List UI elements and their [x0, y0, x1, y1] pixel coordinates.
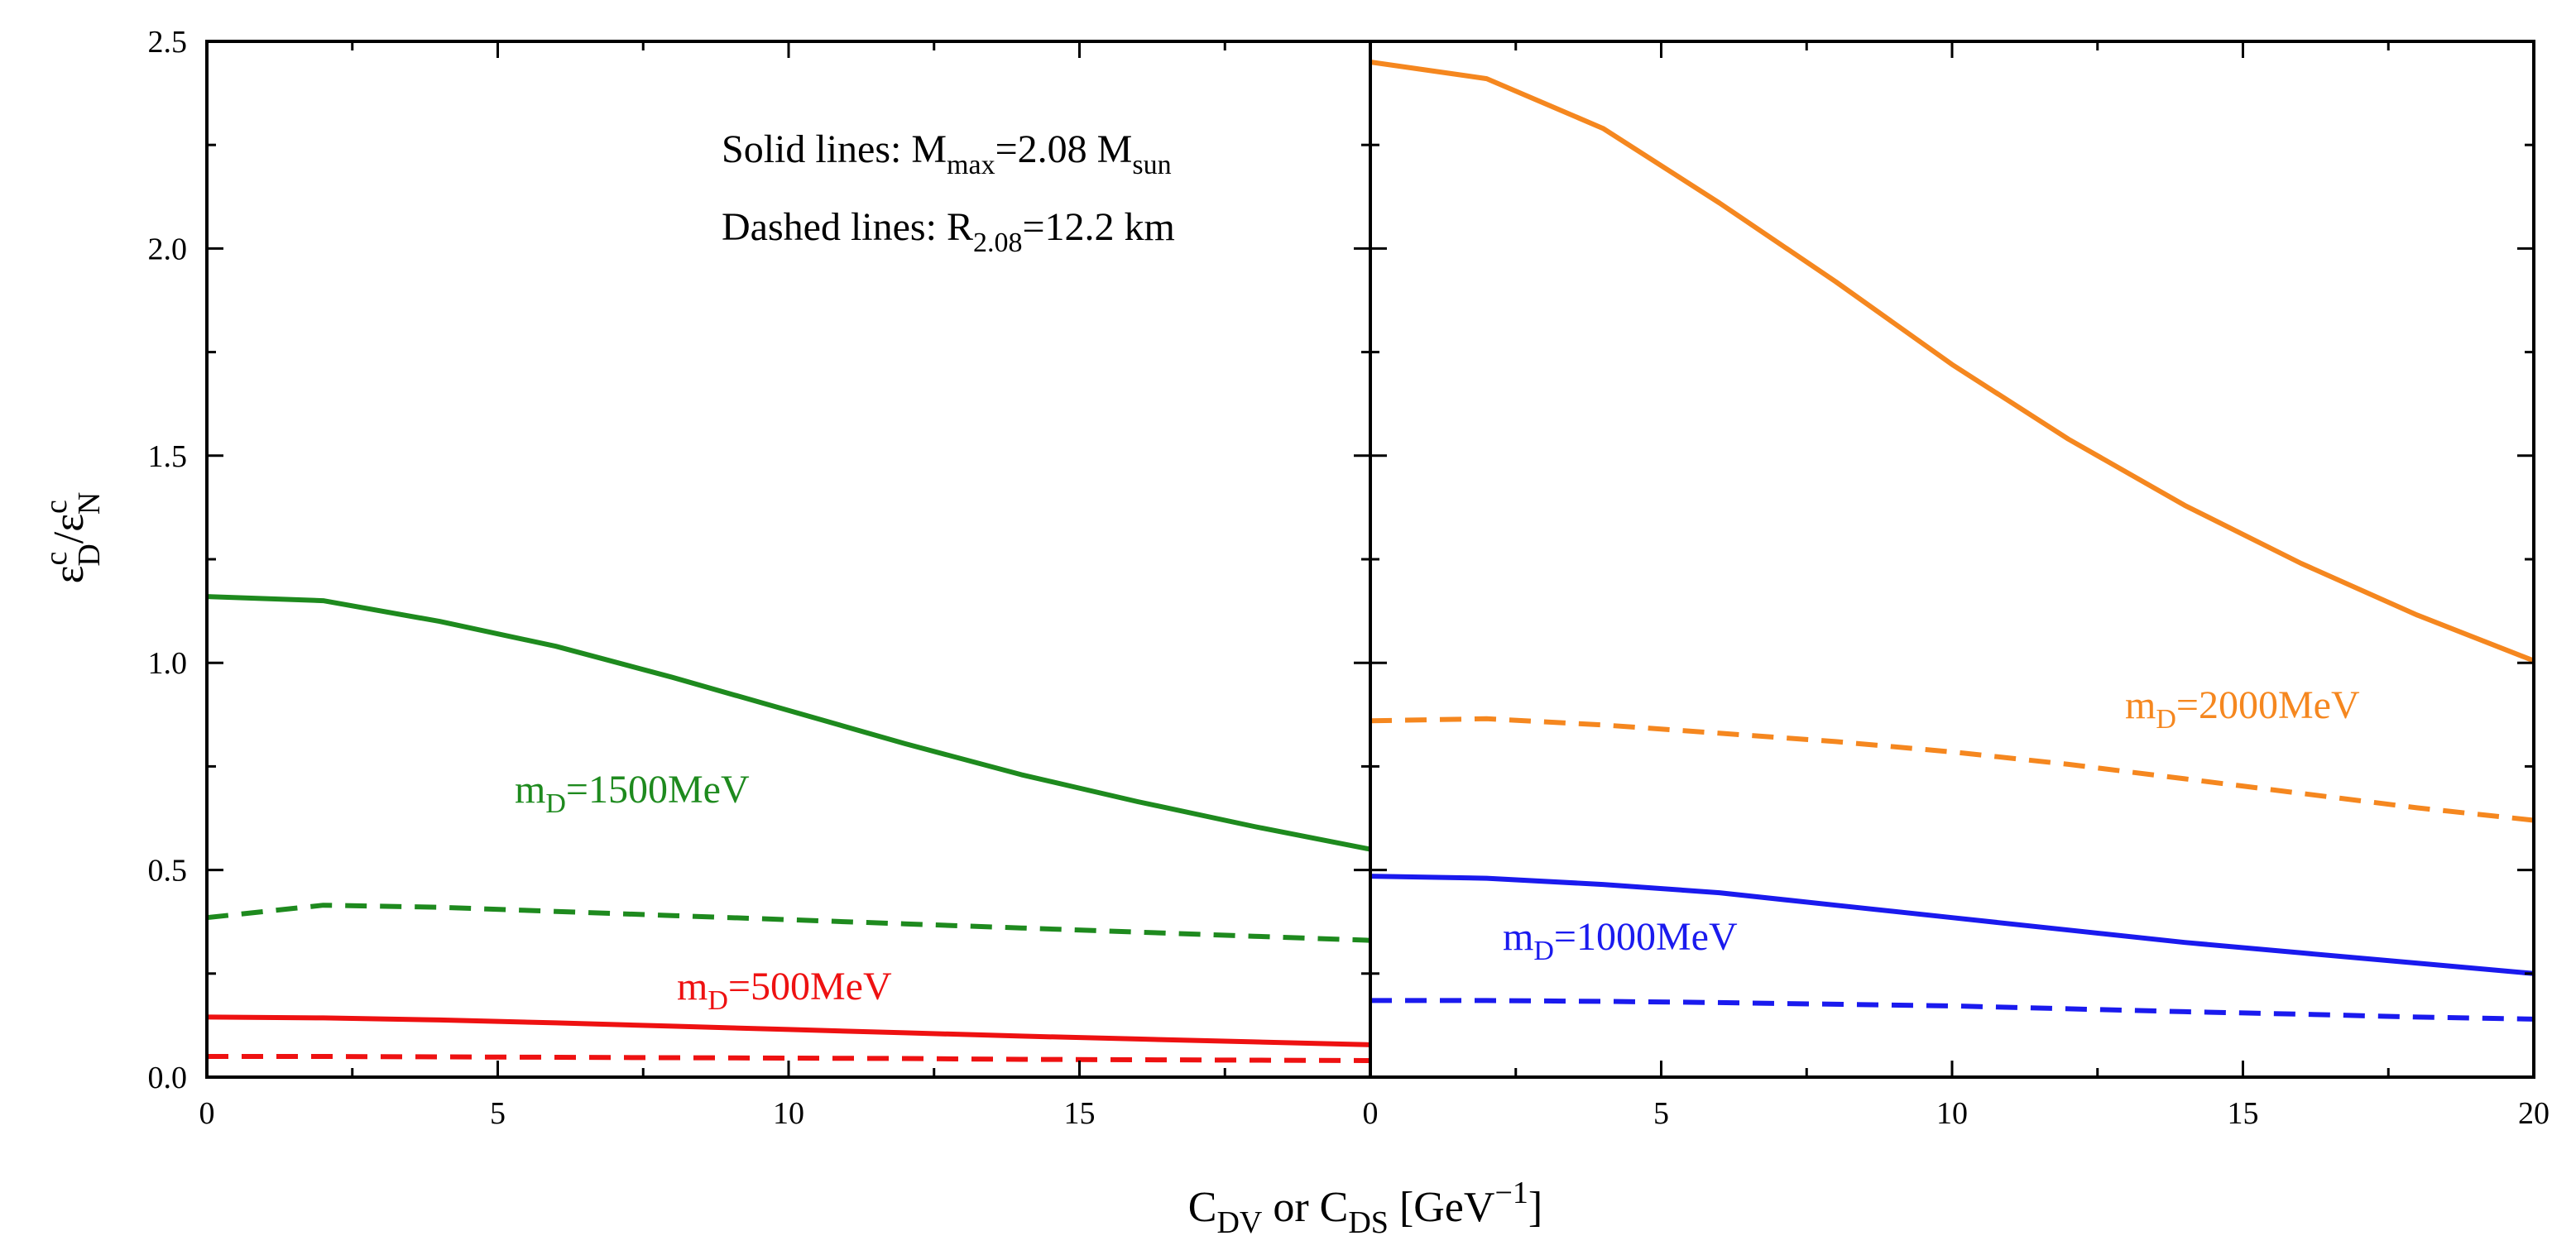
y-tick-label: 2.0	[148, 232, 188, 266]
y-tick-label: 0.5	[148, 854, 188, 889]
series-line-left-m500-solid	[206, 1014, 1371, 1047]
x-tick-label: 15	[2228, 1096, 2259, 1131]
y-tick-label: 0.0	[148, 1061, 188, 1095]
series-line-right-m2000-solid	[1370, 60, 2535, 663]
panel-frame-right	[1369, 40, 2535, 1079]
series-line-right-m1000-dashed	[1370, 998, 2535, 1022]
series-label-m500: mD=500MeV	[677, 965, 892, 1016]
x-tick-label: 10	[773, 1096, 804, 1131]
x-axis-title: CDV or CDS [GeV−1]	[1188, 1176, 1542, 1240]
x-tick-label: 0	[1363, 1096, 1379, 1131]
panel-frame-left	[205, 40, 1372, 1079]
annotation-solid: Solid lines: Mmax=2.08 Msun	[722, 127, 1172, 180]
plot-layer: 0 5 10 15 0 5 10 15 20 0.0 0.5 1.0 1.5 2.0 2.5	[148, 25, 2550, 1131]
series-line-left-m1500-solid	[206, 594, 1371, 852]
series-line-right-m2000-dashed	[1370, 716, 2535, 823]
y-tick-label: 2.5	[148, 25, 188, 60]
y-tick-label: 1.0	[148, 646, 188, 681]
x-tick-label: 10	[1936, 1096, 1968, 1131]
series-line-left-m1500-dashed	[206, 903, 1371, 943]
series-label-m2000: mD=2000MeV	[2125, 683, 2360, 735]
series-line-right-m1000-solid	[1370, 874, 2535, 976]
series-line-left-m500-dashed	[207, 1054, 1371, 1063]
x-tick-label: 15	[1064, 1096, 1096, 1131]
y-axis-title: εcD/εcN	[39, 492, 107, 584]
x-tick-label: 5	[490, 1096, 506, 1131]
series-label-m1000: mD=1000MeV	[1503, 915, 1738, 966]
annotation-dashed: Dashed lines: R2.08=12.2 km	[722, 205, 1175, 258]
x-tick-label: 20	[2518, 1096, 2550, 1131]
x-tick-label: 5	[1653, 1096, 1669, 1131]
y-tick-label: 1.5	[148, 439, 188, 474]
x-tick-label: 0	[199, 1096, 215, 1131]
series-label-m1500: mD=1500MeV	[515, 768, 750, 819]
